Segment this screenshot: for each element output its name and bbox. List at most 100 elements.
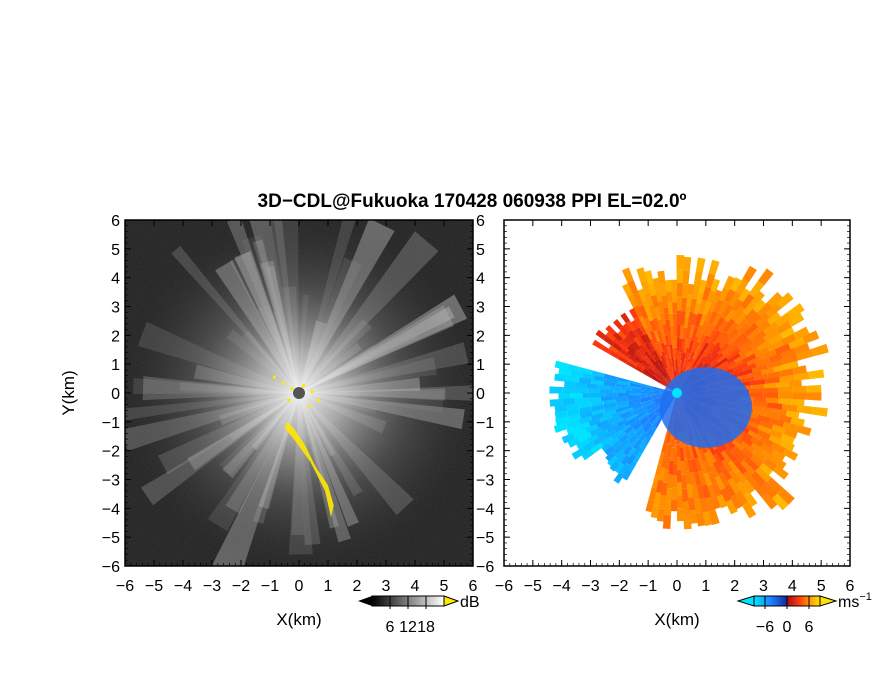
velocity-bin: [759, 462, 774, 476]
velocity-bin: [741, 376, 755, 383]
velocity-bin: [726, 321, 739, 335]
reflectivity-yellow-dot: [307, 404, 311, 408]
velocity-bin: [567, 436, 582, 448]
velocity-bin: [775, 312, 792, 327]
velocity-bin: [794, 342, 810, 355]
velocity-bin: [629, 393, 642, 396]
velocity-bin: [735, 278, 749, 295]
velocity-bin: [628, 400, 641, 407]
velocity-bin: [626, 454, 637, 466]
velocity-bin: [676, 268, 684, 283]
velocity-bin: [677, 469, 683, 483]
velocity-bin: [703, 343, 716, 358]
velocity-bin: [665, 367, 673, 381]
velocity-bin: [714, 475, 726, 491]
velocity-bin: [631, 388, 644, 392]
velocity-bin: [662, 514, 672, 530]
velocity-bin: [620, 454, 631, 466]
velocity-bin: [704, 310, 714, 323]
x-tick-label: −1: [639, 578, 657, 595]
velocity-bin: [751, 449, 767, 463]
velocity-bin: [771, 441, 787, 455]
velocity-bin: [632, 403, 645, 410]
velocity-bin: [626, 428, 636, 437]
velocity-bin: [660, 372, 667, 380]
velocity-bin: [637, 288, 647, 301]
velocity-bin: [738, 339, 754, 352]
x-tick-label: −5: [524, 578, 542, 595]
velocity-bin: [665, 291, 673, 303]
velocity-bin: [727, 327, 740, 340]
velocity-bin: [640, 383, 653, 388]
velocity-bin: [641, 299, 650, 312]
velocity-bin: [624, 425, 634, 435]
velocity-bin: [726, 352, 741, 364]
velocity-bin: [679, 324, 685, 339]
velocity-bin: [754, 346, 770, 358]
velocity-bin: [768, 352, 784, 363]
velocity-bin: [590, 412, 605, 421]
velocity-bin: [755, 466, 772, 483]
velocity-bin: [570, 370, 583, 379]
velocity-bin: [651, 419, 660, 430]
velocity-bin: [720, 465, 733, 481]
velocity-bin: [688, 347, 695, 360]
velocity-bin: [748, 280, 764, 298]
velocity-bin: [588, 418, 602, 427]
velocity-bin: [655, 374, 664, 382]
velocity-bin: [651, 377, 661, 384]
velocity-bin: [783, 427, 798, 439]
velocity-bin: [638, 411, 650, 420]
velocity-bin: [597, 384, 610, 390]
velocity-bin: [653, 492, 662, 506]
velocity-panel: −6 −5 −4 −3 −2 −1 0 1 2 3 4 5 6 X(km) −6 0 6 ms−1: [495, 219, 872, 636]
velocity-bin: [686, 283, 695, 296]
velocity-bin: [766, 402, 783, 410]
velocity-bin: [660, 380, 670, 388]
velocity-bin: [570, 393, 583, 399]
velocity-bin: [701, 483, 712, 499]
velocity-bin: [684, 353, 690, 367]
velocity-bin: [713, 316, 725, 332]
velocity-bin: [667, 356, 672, 369]
velocity-bin: [634, 411, 647, 420]
velocity-bin: [577, 421, 591, 431]
velocity-bin: [702, 511, 713, 527]
velocity-bin: [555, 416, 569, 426]
velocity-bin: [603, 429, 616, 440]
velocity-bin: [603, 373, 617, 381]
velocity-bin: [704, 452, 714, 466]
velocity-bin: [664, 456, 671, 471]
velocity-bin: [713, 453, 725, 469]
velocity-bin: [720, 487, 732, 503]
velocity-bin: [619, 348, 631, 358]
velocity-bin: [760, 349, 777, 361]
velocity-bin: [608, 345, 618, 354]
velocity-bin: [688, 445, 695, 460]
velocity-bin: [788, 336, 806, 350]
velocity-bin: [647, 282, 657, 297]
velocity-bin: [638, 325, 647, 336]
velocity-bin: [747, 429, 762, 441]
velocity-bin: [653, 350, 660, 361]
velocity-bin: [632, 292, 644, 308]
velocity-bin: [603, 409, 617, 417]
velocity-bin: [641, 362, 650, 370]
velocity-bin: [635, 327, 644, 337]
velocity-bin: [788, 379, 802, 388]
velocity-bin: [626, 447, 637, 458]
x-tick-label: 6: [846, 578, 855, 595]
velocity-bin: [626, 361, 637, 369]
velocity-bin: [676, 310, 682, 325]
velocity-bin: [615, 406, 629, 413]
velocity-bin: [697, 334, 707, 348]
velocity-bin: [714, 447, 726, 462]
velocity-bin: [778, 392, 793, 400]
velocity-bin: [638, 305, 649, 320]
velocity-bin: [677, 444, 681, 458]
velocity-bin: [671, 487, 678, 500]
velocity-bin: [640, 396, 653, 401]
velocity-bin: [635, 349, 644, 358]
velocity-bin: [750, 470, 767, 487]
